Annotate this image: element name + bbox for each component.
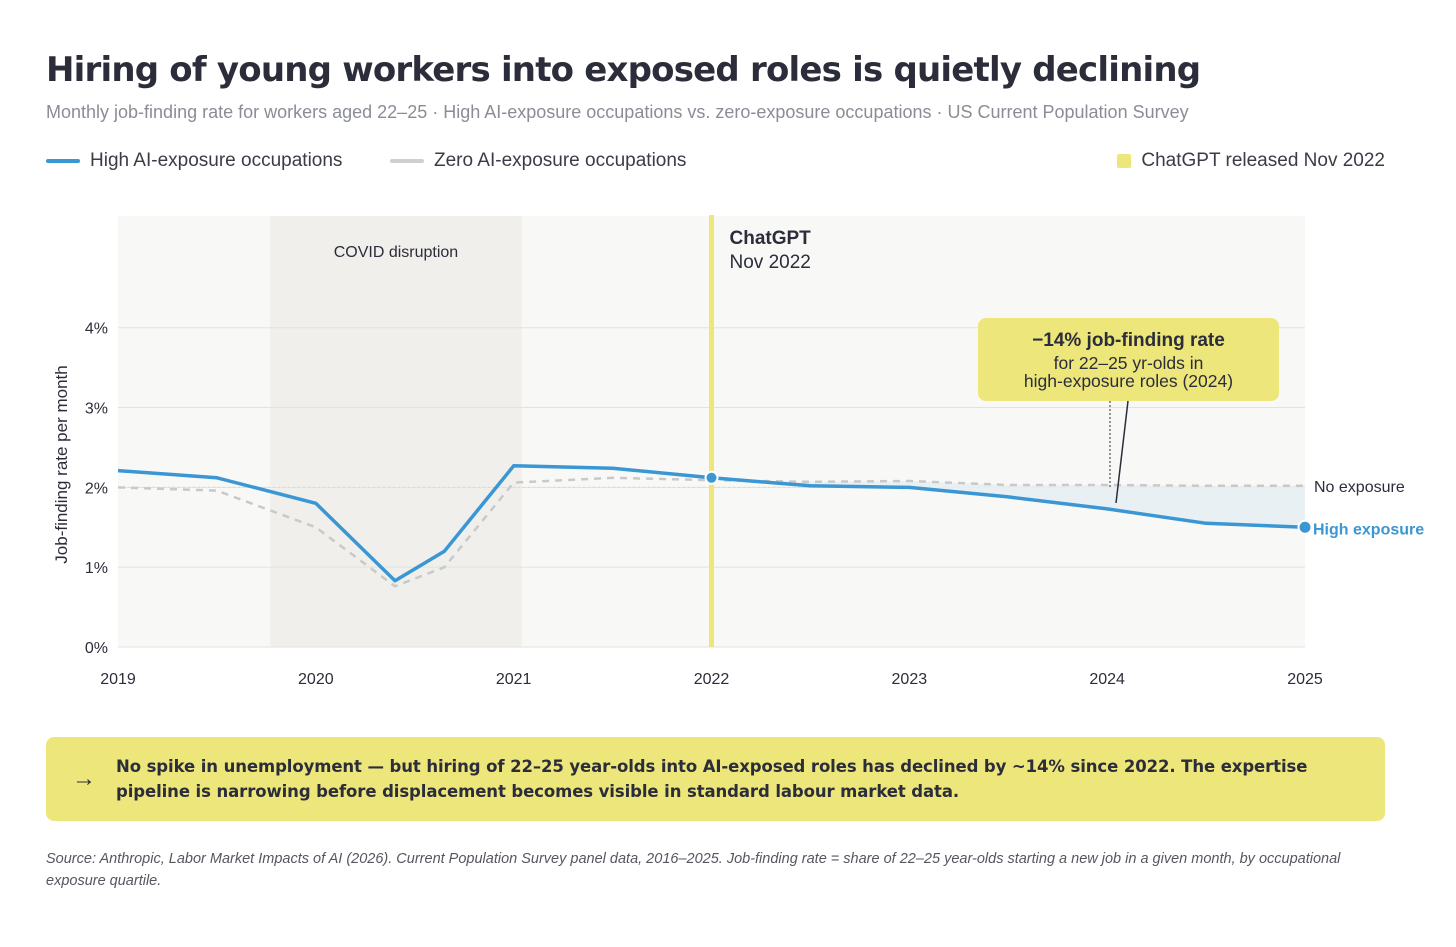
legend-swatch-zero xyxy=(390,159,424,163)
legend-label-zero: Zero AI-exposure occupations xyxy=(434,150,687,171)
legend-item-zero: Zero AI-exposure occupations xyxy=(390,150,686,172)
legend-label-chatgpt: ChatGPT released Nov 2022 xyxy=(1141,150,1385,171)
legend-swatch-chatgpt xyxy=(1117,154,1132,168)
y-tick-label: 4% xyxy=(85,321,108,338)
x-tick-label: 2025 xyxy=(1287,671,1323,688)
covid-band xyxy=(270,216,522,647)
legend-label-high: High AI-exposure occupations xyxy=(90,150,343,171)
x-tick-label: 2020 xyxy=(298,671,334,688)
end-label-high: High exposure xyxy=(1313,521,1424,538)
x-tick-label: 2024 xyxy=(1089,671,1125,688)
chatgpt-marker-label: Nov 2022 xyxy=(730,252,811,273)
data-point-chatgpt xyxy=(704,470,719,485)
legend-item-chatgpt: ChatGPT released Nov 2022 xyxy=(1117,150,1385,172)
x-tick-label: 2022 xyxy=(694,671,730,688)
key-takeaway-callout: → No spike in unemployment — but hiring … xyxy=(46,737,1385,821)
y-axis-label: Job-finding rate per month xyxy=(52,365,71,563)
series-line-zero-exposure xyxy=(117,476,1305,588)
annotation-title: −14% job-finding rate xyxy=(1032,330,1225,351)
chatgpt-marker-line xyxy=(709,215,714,647)
arrow-right-icon: → xyxy=(72,765,96,792)
chart-title: Hiring of young workers into exposed rol… xyxy=(46,50,1201,90)
source-note: Source: Anthropic, Labor Market Impacts … xyxy=(46,851,1341,889)
legend-swatch-high xyxy=(46,159,80,163)
end-label-zero: No exposure xyxy=(1314,479,1405,496)
y-tick-label: 3% xyxy=(85,401,108,418)
annotation-line-2: high-exposure roles (2024) xyxy=(1024,371,1233,391)
x-tick-label: 2023 xyxy=(892,671,928,688)
chart-subtitle: Monthly job-finding rate for workers age… xyxy=(46,102,1189,122)
y-tick-label: 1% xyxy=(85,560,108,577)
data-point-end xyxy=(1297,519,1313,535)
annotation-box xyxy=(978,318,1279,401)
covid-band-label: COVID disruption xyxy=(334,244,459,261)
x-tick-label: 2019 xyxy=(100,671,136,688)
annotation-line-1: for 22–25 yr-olds in xyxy=(1054,353,1204,373)
line-chart: COVID disruption 0% 1% 2% 3% 4% 2019 2020 2021 20… xyxy=(52,215,1424,688)
y-tick-label: 2% xyxy=(85,480,108,497)
legend-item-high: High AI-exposure occupations xyxy=(46,150,342,172)
chatgpt-marker-label-bold: ChatGPT xyxy=(730,228,812,249)
x-tick-label: 2021 xyxy=(496,671,532,688)
y-tick-label: 0% xyxy=(85,640,108,657)
annotation-pointer xyxy=(1115,400,1129,504)
callout-text: No spike in unemployment — but hiring of… xyxy=(116,757,1308,801)
series-line-high-exposure xyxy=(117,464,1306,583)
